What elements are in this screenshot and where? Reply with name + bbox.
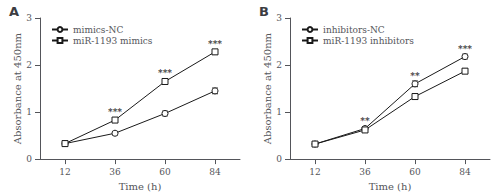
svg-text:mimics-NC: mimics-NC [73,25,123,35]
svg-text:***: *** [108,107,122,117]
svg-text:60: 60 [409,167,421,177]
svg-text:1: 1 [26,107,32,117]
svg-text:12: 12 [309,167,320,177]
svg-text:B: B [259,4,269,19]
svg-text:A: A [9,4,19,19]
svg-text:Absorbance at 450nm: Absorbance at 450nm [12,32,23,145]
svg-text:3: 3 [26,13,32,23]
svg-text:Time (h): Time (h) [369,181,412,192]
svg-text:miR-1193 inhibitors: miR-1193 inhibitors [323,36,414,46]
svg-text:36: 36 [109,167,121,177]
svg-text:0: 0 [26,154,32,164]
svg-text:12: 12 [59,167,70,177]
svg-text:84: 84 [459,167,471,177]
svg-text:miR-1193 mimics: miR-1193 mimics [73,36,153,46]
svg-text:2: 2 [26,60,32,70]
svg-text:84: 84 [209,167,221,177]
svg-text:36: 36 [359,167,371,177]
svg-text:Time (h): Time (h) [119,181,162,192]
svg-text:***: *** [458,44,472,54]
svg-text:1: 1 [276,107,282,117]
svg-text:60: 60 [159,167,171,177]
svg-text:**: ** [360,116,370,126]
svg-text:Absorbance at 450nm: Absorbance at 450nm [262,32,273,145]
svg-text:2: 2 [276,60,282,70]
svg-text:0: 0 [276,154,282,164]
svg-text:***: *** [208,39,222,49]
svg-text:3: 3 [276,13,282,23]
svg-text:**: ** [410,71,420,81]
svg-text:***: *** [158,68,172,78]
svg-text:inhibitors-NC: inhibitors-NC [323,25,385,35]
